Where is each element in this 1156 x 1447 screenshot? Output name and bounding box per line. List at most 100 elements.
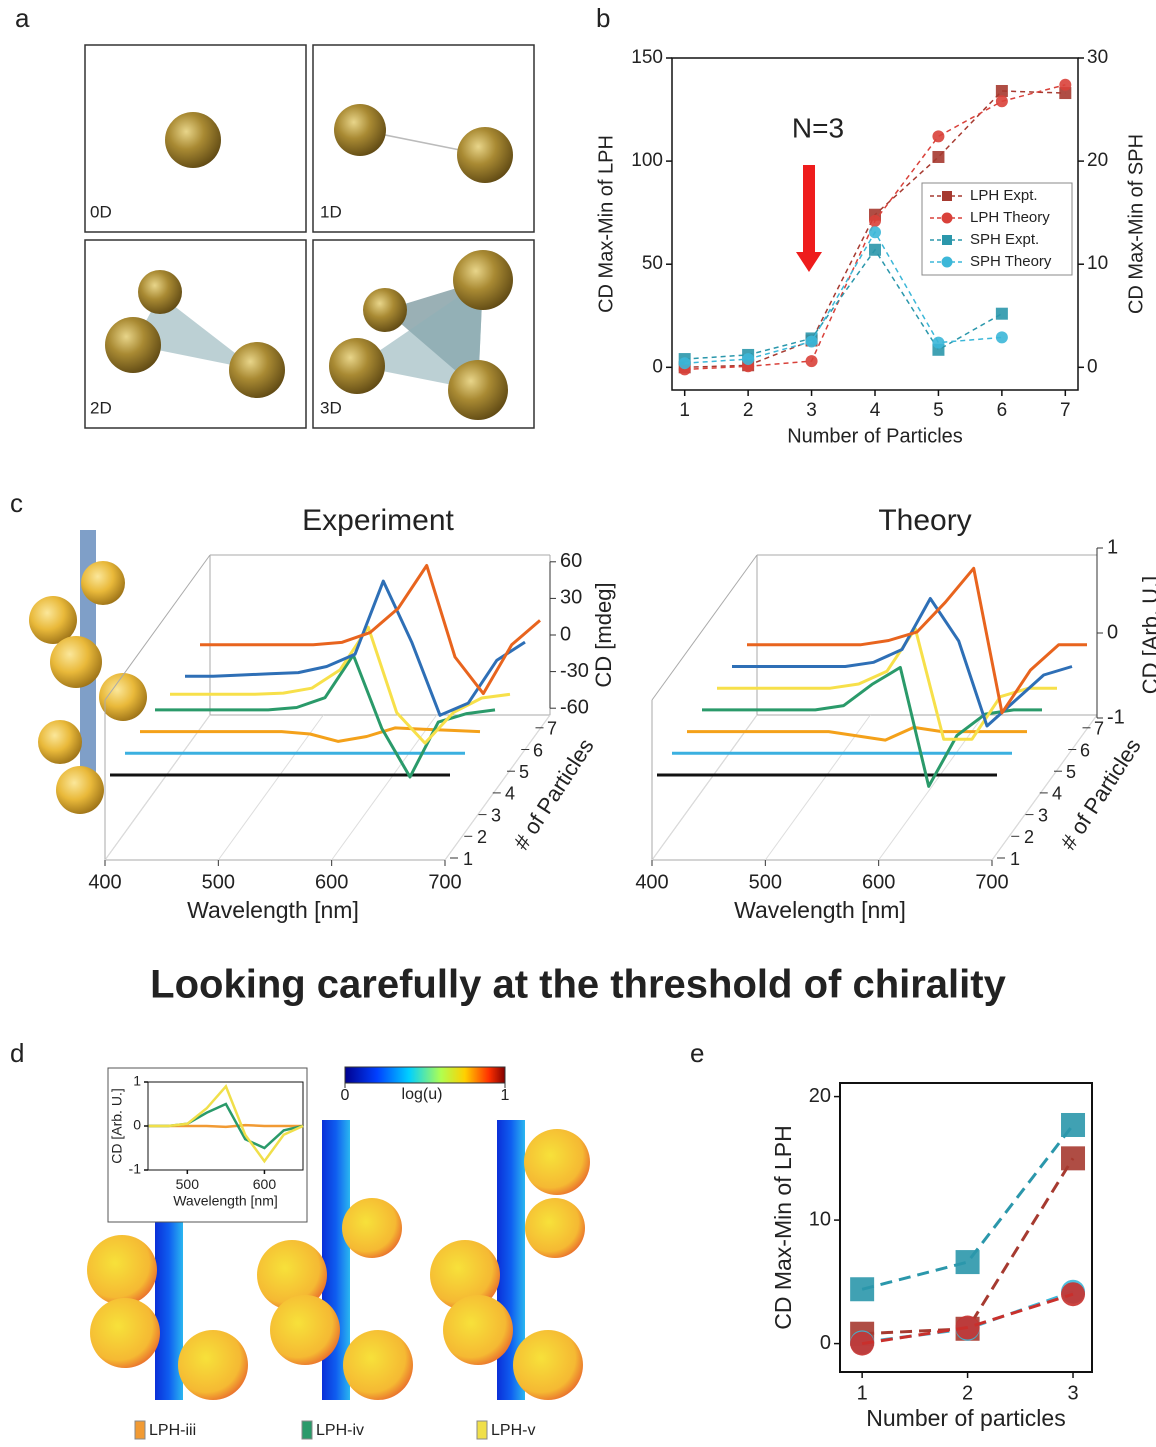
dimension-label: 3D <box>320 398 342 417</box>
legend-label: LPH-iii <box>149 1422 196 1439</box>
y2-tick-label: 20 <box>1087 150 1108 171</box>
legend-marker <box>941 256 953 268</box>
x-tick-label: 5 <box>933 400 944 421</box>
marker <box>932 130 945 143</box>
marker <box>1059 87 1072 100</box>
marker <box>678 357 691 370</box>
grid-line <box>104 714 211 861</box>
marker <box>869 226 881 239</box>
series-line <box>732 597 1073 728</box>
x-axis-label: Number of particles <box>866 1405 1065 1431</box>
x-tick-label: 2 <box>743 400 754 421</box>
grid-line <box>444 714 551 861</box>
z-tick-label: 6 <box>1080 740 1090 760</box>
marker <box>805 335 818 348</box>
chart-title: Experiment <box>302 504 454 537</box>
dimension-label: 0D <box>90 202 112 221</box>
z-tick-label: 3 <box>1038 805 1048 825</box>
y2-tick-label: 10 <box>1087 253 1108 274</box>
x-tick-label: 2 <box>962 1382 973 1404</box>
x-tick-label: 3 <box>806 400 817 421</box>
marker <box>955 1315 980 1340</box>
z-axis-label: # of Particles <box>508 734 598 854</box>
x-axis-label: Number of Particles <box>787 425 963 447</box>
panel-label: b <box>596 3 610 33</box>
y-tick-label: 100 <box>631 150 663 171</box>
grid-line <box>217 714 324 861</box>
dimension-label: 2D <box>90 398 112 417</box>
y-tick-label: -1 <box>1107 706 1125 728</box>
marker <box>850 1277 875 1302</box>
y-tick-label: 0 <box>652 356 663 377</box>
legend-label: SPH Expt. <box>970 231 1039 248</box>
panel-a-spheres <box>105 104 513 420</box>
series-line <box>200 564 541 696</box>
marker <box>995 84 1008 97</box>
series-line <box>155 653 496 779</box>
y-tick-label: 0 <box>1107 621 1118 643</box>
y-tick-label: 150 <box>631 47 663 68</box>
marker <box>742 353 755 366</box>
legend-marker <box>942 191 952 201</box>
series-line <box>170 625 511 745</box>
z-tick-label: 6 <box>533 740 543 760</box>
annotation: N=3 <box>792 112 844 143</box>
y-tick-label: 0 <box>820 1332 831 1354</box>
arrow <box>796 165 822 272</box>
y-tick-label: 20 <box>809 1085 831 1107</box>
marker <box>869 243 881 256</box>
y-tick-label: -30 <box>560 660 589 682</box>
x-tick-label: 7 <box>1060 400 1071 421</box>
colorbar-label: log(u) <box>402 1086 443 1103</box>
panel-label: e <box>690 1038 704 1068</box>
series-line <box>185 579 526 717</box>
y-axis-label: CD [mdeg] <box>591 582 616 687</box>
x-tick-label: 3 <box>1067 1382 1078 1404</box>
y-axis-label: CD [Arb. U.] <box>1138 576 1156 695</box>
z-tick-label: 3 <box>491 805 501 825</box>
legend-label: LPH Theory <box>970 209 1050 226</box>
y-tick-label: -60 <box>560 696 589 718</box>
x-tick-label: 4 <box>870 400 881 421</box>
marker <box>995 95 1008 108</box>
z-tick-label: 1 <box>463 849 473 869</box>
grid-line <box>991 714 1098 861</box>
headline: Looking carefully at the threshold of ch… <box>150 963 1006 1007</box>
series-line <box>684 230 1002 364</box>
marker <box>869 214 881 227</box>
legend-swatch <box>134 1420 146 1440</box>
z-tick-label: 1 <box>1010 849 1020 869</box>
grid-line <box>331 714 438 861</box>
x-tick-label: 700 <box>428 871 461 893</box>
z-tick-label: 5 <box>1066 762 1076 782</box>
y-axis-label: CD Max-Min of LPH <box>595 135 617 313</box>
colorbar-tick-label: 1 <box>501 1087 510 1104</box>
marker <box>1061 1112 1086 1137</box>
y-tick-label: 1 <box>133 1073 141 1089</box>
x-tick-label: 600 <box>862 871 895 893</box>
axis-box <box>651 554 758 701</box>
x-tick-label: 1 <box>679 400 690 421</box>
panel-label: c <box>10 488 23 518</box>
y-tick-label: 60 <box>560 550 582 572</box>
panel-label: d <box>10 1038 24 1068</box>
z-tick-label: 5 <box>519 762 529 782</box>
series-line <box>687 725 1027 742</box>
y-axis-label: CD Max-Min of LPH <box>770 1125 796 1329</box>
legend-swatch <box>476 1420 488 1440</box>
y-tick-label: 0 <box>133 1117 141 1133</box>
x-tick-label: 500 <box>176 1176 200 1192</box>
marker <box>932 336 945 349</box>
y-axis-label: CD [Arb. U.] <box>109 1088 125 1163</box>
y-tick-label: 50 <box>642 253 663 274</box>
panel-a-art <box>84 44 535 429</box>
legend-marker <box>942 235 952 245</box>
y2-tick-label: 0 <box>1087 356 1098 377</box>
x-tick-label: 400 <box>88 871 121 893</box>
x-tick-label: 400 <box>635 871 668 893</box>
legend-label: LPH Expt. <box>970 187 1038 204</box>
x-tick-label: 600 <box>315 871 348 893</box>
z-tick-label: 2 <box>477 827 487 847</box>
x-tick-label: 500 <box>202 871 235 893</box>
legend-label: LPH-v <box>491 1422 535 1439</box>
